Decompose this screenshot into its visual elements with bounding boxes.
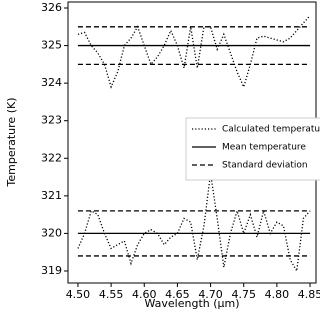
x-axis-label: Wavelength (μm) [144, 297, 239, 310]
x-tick-label: 4.55 [99, 288, 124, 301]
legend-label: Calculated temperatures [222, 125, 320, 135]
legend-label: Mean temperature [222, 143, 306, 153]
y-tick-label: 320 [41, 226, 62, 239]
series-line [77, 173, 311, 273]
legend-label: Standard deviation [222, 161, 308, 171]
legend-box [185, 117, 320, 181]
x-tick-label: 4.85 [298, 288, 320, 301]
y-axis-label: Temperature (K) [5, 98, 18, 188]
legend: Calculated temperatures Mean temperature S… [185, 117, 320, 181]
x-tick-label: 4.80 [265, 288, 290, 301]
x-tick-label: 4.60 [132, 288, 157, 301]
y-tick-label: 324 [41, 76, 62, 89]
y-tick-label: 319 [41, 264, 62, 277]
x-tick-label: 4.65 [165, 288, 190, 301]
y-tick-label: 321 [41, 189, 62, 202]
y-tick-label: 325 [41, 39, 62, 52]
x-tick-label: 4.70 [198, 288, 223, 301]
series-line [77, 15, 311, 89]
y-tick-label: 322 [41, 151, 62, 164]
y-tick-label: 326 [41, 1, 62, 14]
y-tick-label: 323 [41, 114, 62, 127]
x-tick-label: 4.75 [231, 288, 256, 301]
x-tick-label: 4.50 [66, 288, 91, 301]
